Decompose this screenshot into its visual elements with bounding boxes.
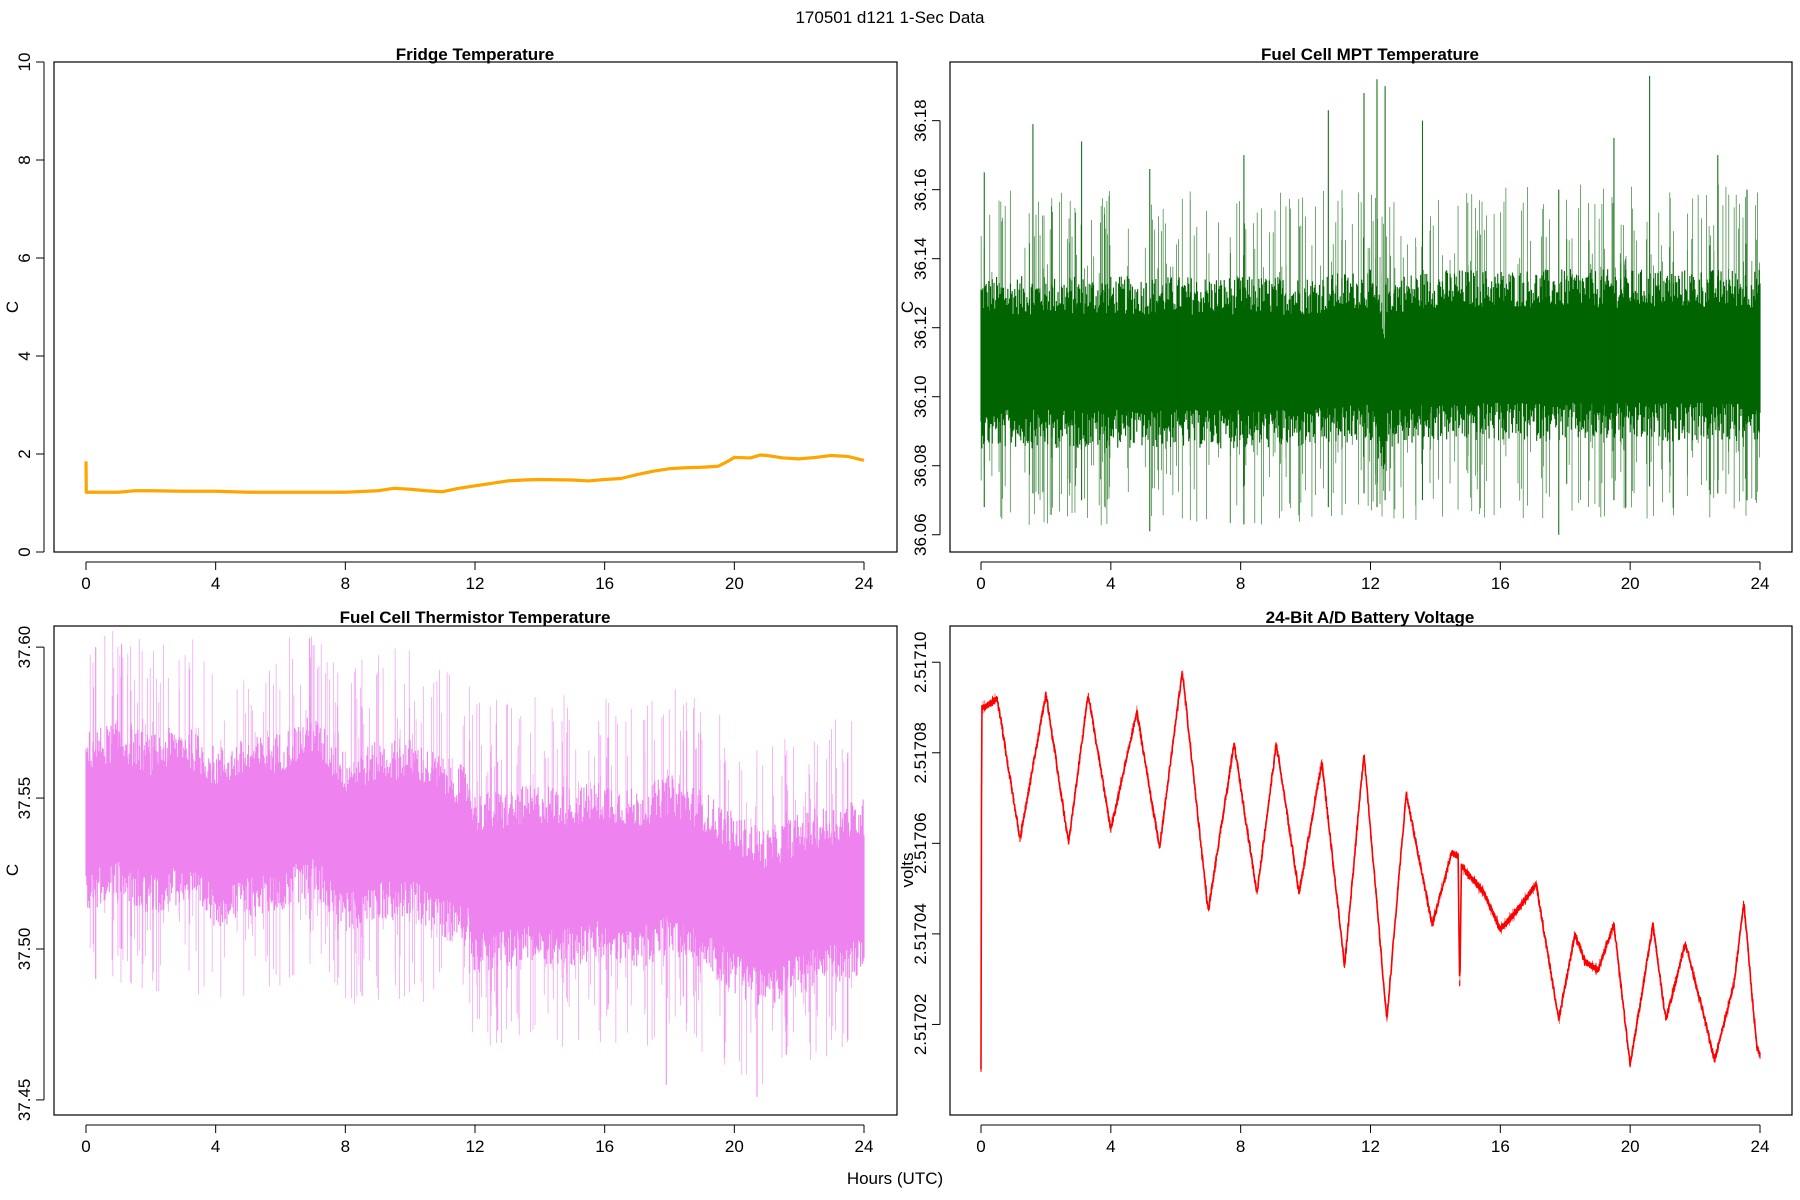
y-tick-label: 36.14 — [911, 237, 930, 280]
x-tick-label: 8 — [341, 574, 350, 593]
x-tick-label: 4 — [1106, 1137, 1115, 1156]
x-tick-label: 24 — [1751, 574, 1770, 593]
plot-area — [85, 631, 865, 1097]
y-axis-label: C — [898, 301, 917, 313]
plot-frame — [949, 61, 1793, 553]
y-tick-label: 2.51708 — [911, 722, 930, 783]
y-tick-label: 2 — [15, 449, 34, 458]
plot-frame — [53, 61, 898, 553]
series-noise-band — [85, 631, 865, 1085]
y-axis-label: C — [3, 864, 22, 876]
plot-area — [980, 75, 1761, 535]
series-noise-band — [980, 184, 1761, 526]
y-tick-label: 2.51706 — [911, 813, 930, 874]
x-axis: 0 4 8 12 16 20 24 — [976, 561, 1770, 593]
y-axis-label: C — [3, 301, 22, 313]
x-tick-label: 24 — [855, 1137, 874, 1156]
figure-title: 170501 d121 1-Sec Data — [795, 8, 985, 27]
series-line — [980, 673, 1761, 1070]
y-tick-label: 10 — [15, 53, 34, 72]
plot-frame — [949, 625, 1793, 1116]
y-axis-label: volts — [898, 853, 917, 888]
x-tick-label: 4 — [211, 574, 220, 593]
panel-fuel-cell-thermistor-temperature: Fuel Cell Thermistor Temperature C 0 4 8 12… — [3, 608, 898, 1156]
y-tick-label: 36.08 — [911, 444, 930, 487]
y-tick-label: 2.51710 — [911, 631, 930, 692]
x-tick-label: 0 — [976, 1137, 985, 1156]
series-line — [84, 453, 865, 494]
y-tick-label: 2.51704 — [911, 903, 930, 964]
x-tick-label: 12 — [1361, 574, 1380, 593]
y-axis: 2.51702 2.51704 2.51706 2.51708 2.51710 — [911, 631, 941, 1055]
y-tick-label: 8 — [15, 155, 34, 164]
x-tick-label: 12 — [466, 574, 485, 593]
x-axis: 0 4 8 12 16 20 24 — [81, 1124, 874, 1156]
panel-fuel-cell-mpt-temperature: Fuel Cell MPT Temperature C 0 4 8 12 16 20 24 3… — [898, 45, 1793, 593]
panel-title: Fuel Cell MPT Temperature — [1261, 45, 1479, 64]
panel-title: Fridge Temperature — [396, 45, 554, 64]
x-tick-label: 24 — [1751, 1137, 1770, 1156]
y-tick-label: 36.16 — [911, 168, 930, 211]
x-tick-label: 20 — [725, 574, 744, 593]
y-tick-label: 37.45 — [15, 1079, 34, 1122]
plot-area — [84, 453, 865, 494]
x-tick-label: 8 — [341, 1137, 350, 1156]
x-tick-label: 0 — [976, 574, 985, 593]
x-tick-label: 0 — [81, 1137, 90, 1156]
x-tick-label: 12 — [466, 1137, 485, 1156]
y-axis: 0 2 4 6 8 10 — [15, 53, 45, 557]
plot-area — [980, 670, 1761, 1072]
y-tick-label: 4 — [15, 351, 34, 360]
x-axis: 0 4 8 12 16 20 24 — [81, 561, 874, 593]
panel-title: Fuel Cell Thermistor Temperature — [340, 608, 611, 627]
x-tick-label: 16 — [595, 1137, 614, 1156]
y-tick-label: 36.12 — [911, 306, 930, 349]
y-tick-label: 37.50 — [15, 928, 34, 971]
series-noise-band — [980, 670, 1761, 1072]
x-tick-label: 24 — [855, 574, 874, 593]
x-tick-label: 12 — [1361, 1137, 1380, 1156]
x-tick-label: 16 — [595, 574, 614, 593]
x-tick-label: 8 — [1236, 574, 1245, 593]
y-tick-label: 0 — [15, 547, 34, 556]
y-tick-label: 37.55 — [15, 777, 34, 820]
x-tick-label: 8 — [1236, 1137, 1245, 1156]
y-tick-label: 37.60 — [15, 626, 34, 669]
figure-x-label: Hours (UTC) — [847, 1169, 943, 1188]
y-axis: 37.45 37.50 37.55 37.60 — [15, 626, 45, 1122]
x-tick-label: 20 — [725, 1137, 744, 1156]
panel-title: 24-Bit A/D Battery Voltage — [1266, 608, 1475, 627]
y-tick-label: 36.18 — [911, 99, 930, 142]
x-tick-label: 0 — [81, 574, 90, 593]
x-tick-label: 16 — [1491, 574, 1510, 593]
y-tick-label: 36.06 — [911, 513, 930, 556]
x-tick-label: 16 — [1491, 1137, 1510, 1156]
y-axis: 36.06 36.08 36.10 36.12 36.14 36.16 36.18 — [911, 99, 941, 556]
y-tick-label: 36.10 — [911, 375, 930, 418]
y-tick-label: 2.51702 — [911, 994, 930, 1055]
x-tick-label: 4 — [1106, 574, 1115, 593]
x-tick-label: 4 — [211, 1137, 220, 1156]
y-tick-label: 6 — [15, 253, 34, 262]
x-tick-label: 20 — [1621, 1137, 1640, 1156]
panel-battery-voltage: 24-Bit A/D Battery Voltage volts 0 4 8 12 16… — [898, 608, 1793, 1156]
plot-frame — [53, 625, 898, 1116]
x-axis: 0 4 8 12 16 20 24 — [976, 1124, 1770, 1156]
x-tick-label: 20 — [1621, 574, 1640, 593]
